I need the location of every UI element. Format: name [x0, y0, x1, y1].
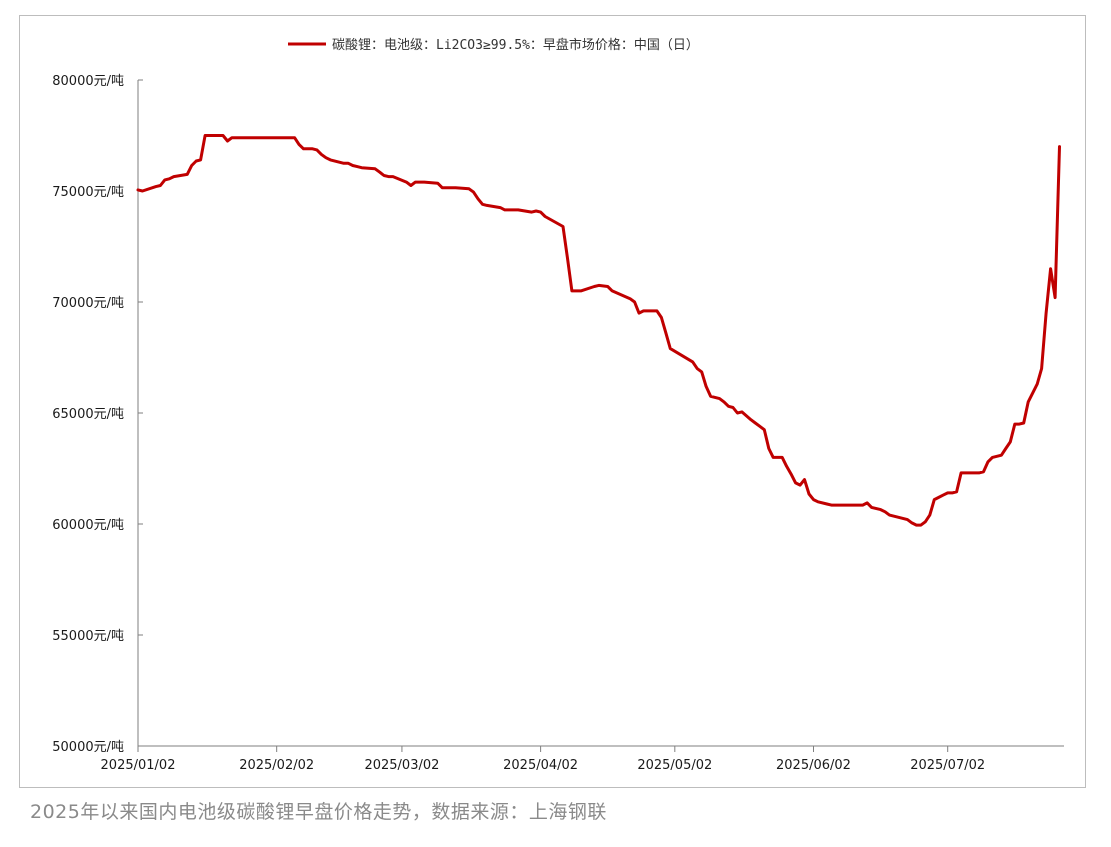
x-tick-label: 2025/07/02 [910, 758, 985, 773]
x-tick-label: 2025/06/02 [776, 758, 851, 773]
series-line [136, 134, 1061, 527]
x-tick-label: 2025/05/02 [637, 758, 712, 773]
x-tick-label: 2025/03/02 [364, 758, 439, 773]
y-tick-label: 70000元/吨 [52, 296, 124, 311]
legend: 碳酸锂：电池级：Li2CO3≥99.5%：早盘市场价格：中国（日） [288, 37, 699, 53]
chart-caption: 2025年以来国内电池级碳酸锂早盘价格走势，数据来源：上海钢联 [30, 801, 607, 823]
x-tick-label: 2025/01/02 [101, 758, 176, 773]
legend-label: 碳酸锂：电池级：Li2CO3≥99.5%：早盘市场价格：中国（日） [332, 37, 699, 53]
y-axis: 50000元/吨 55000元/吨 60000元/吨 65000元/吨 70000元/吨… [52, 74, 143, 755]
x-tick-label: 2025/02/02 [239, 758, 314, 773]
x-axis: 2025/01/02 2025/02/02 2025/03/02 2025/04/02… [101, 745, 1064, 773]
y-tick-label: 50000元/吨 [52, 740, 124, 755]
x-tick-label: 2025/04/02 [503, 758, 578, 773]
y-tick-label: 55000元/吨 [52, 629, 124, 644]
y-tick-label: 80000元/吨 [52, 74, 124, 89]
y-tick-label: 60000元/吨 [52, 518, 124, 533]
chart-frame: 碳酸锂：电池级：Li2CO3≥99.5%：早盘市场价格：中国（日） 50000元… [19, 15, 1086, 788]
y-tick-label: 75000元/吨 [52, 185, 124, 200]
chart-svg: 碳酸锂：电池级：Li2CO3≥99.5%：早盘市场价格：中国（日） 50000元… [52, 37, 1064, 773]
y-tick-label: 65000元/吨 [52, 407, 124, 422]
plot-area [136, 134, 1061, 527]
